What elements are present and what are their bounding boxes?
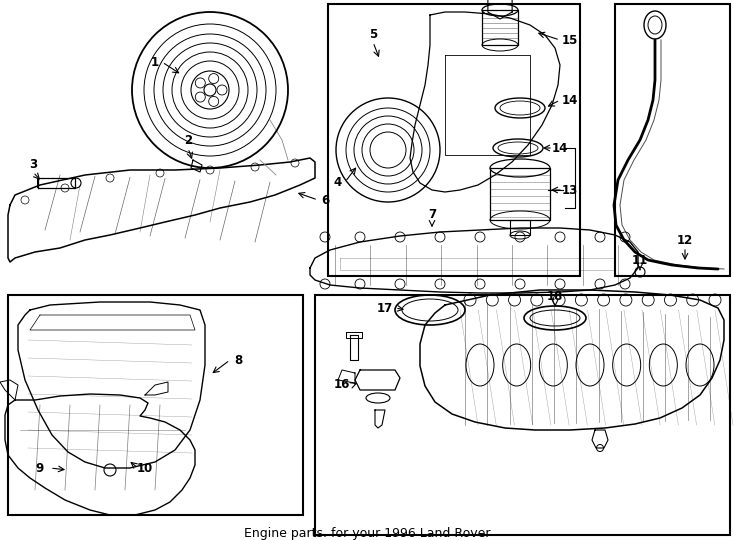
Text: 1: 1 (151, 56, 159, 69)
Text: 7: 7 (428, 208, 436, 221)
Text: 12: 12 (677, 233, 693, 246)
Text: 17: 17 (377, 301, 393, 314)
Text: 5: 5 (369, 29, 377, 42)
Text: 15: 15 (562, 33, 578, 46)
Text: 16: 16 (334, 379, 350, 392)
Text: Engine parts. for your 1996 Land Rover: Engine parts. for your 1996 Land Rover (244, 527, 490, 540)
Text: 18: 18 (547, 289, 563, 302)
Text: 3: 3 (29, 159, 37, 172)
Text: 8: 8 (234, 354, 242, 367)
Text: 6: 6 (321, 193, 329, 206)
Text: 9: 9 (36, 462, 44, 475)
Bar (615, 4, 730, 276)
Text: 14: 14 (552, 141, 568, 154)
Bar (315, 295, 730, 535)
Text: 13: 13 (562, 184, 578, 197)
Bar (328, 4, 580, 276)
Text: 2: 2 (184, 133, 192, 146)
Text: 11: 11 (632, 253, 648, 267)
Text: 10: 10 (137, 462, 153, 475)
Text: 4: 4 (334, 176, 342, 188)
Text: 14: 14 (562, 93, 578, 106)
Bar (8, 295, 303, 515)
